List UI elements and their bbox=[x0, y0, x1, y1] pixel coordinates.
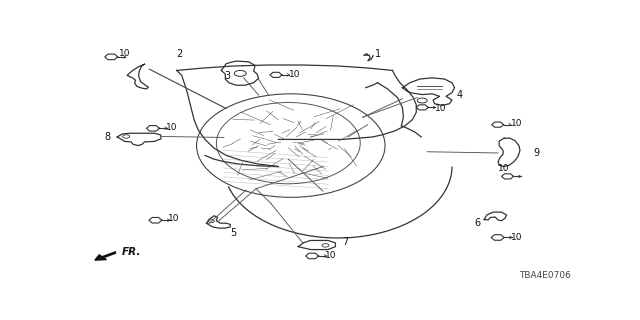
Text: 7: 7 bbox=[342, 237, 348, 247]
Text: 8: 8 bbox=[104, 132, 111, 142]
Text: 10: 10 bbox=[435, 104, 447, 113]
Text: 1: 1 bbox=[375, 49, 381, 60]
Text: 4: 4 bbox=[457, 90, 463, 100]
Text: 10: 10 bbox=[166, 123, 177, 132]
Text: 10: 10 bbox=[499, 164, 510, 173]
Text: 10: 10 bbox=[168, 214, 180, 223]
Text: 5: 5 bbox=[230, 228, 237, 237]
Text: 10: 10 bbox=[511, 233, 522, 242]
Text: 10: 10 bbox=[325, 251, 337, 260]
Text: 6: 6 bbox=[474, 218, 480, 228]
Polygon shape bbox=[95, 255, 106, 260]
Text: 3: 3 bbox=[224, 71, 230, 81]
Text: 10: 10 bbox=[289, 70, 301, 79]
Text: 10: 10 bbox=[119, 49, 131, 58]
Text: 2: 2 bbox=[176, 49, 182, 59]
Text: FR.: FR. bbox=[122, 247, 141, 257]
Text: 9: 9 bbox=[534, 148, 540, 158]
Text: 10: 10 bbox=[511, 119, 522, 128]
Text: TBA4E0706: TBA4E0706 bbox=[519, 271, 571, 280]
